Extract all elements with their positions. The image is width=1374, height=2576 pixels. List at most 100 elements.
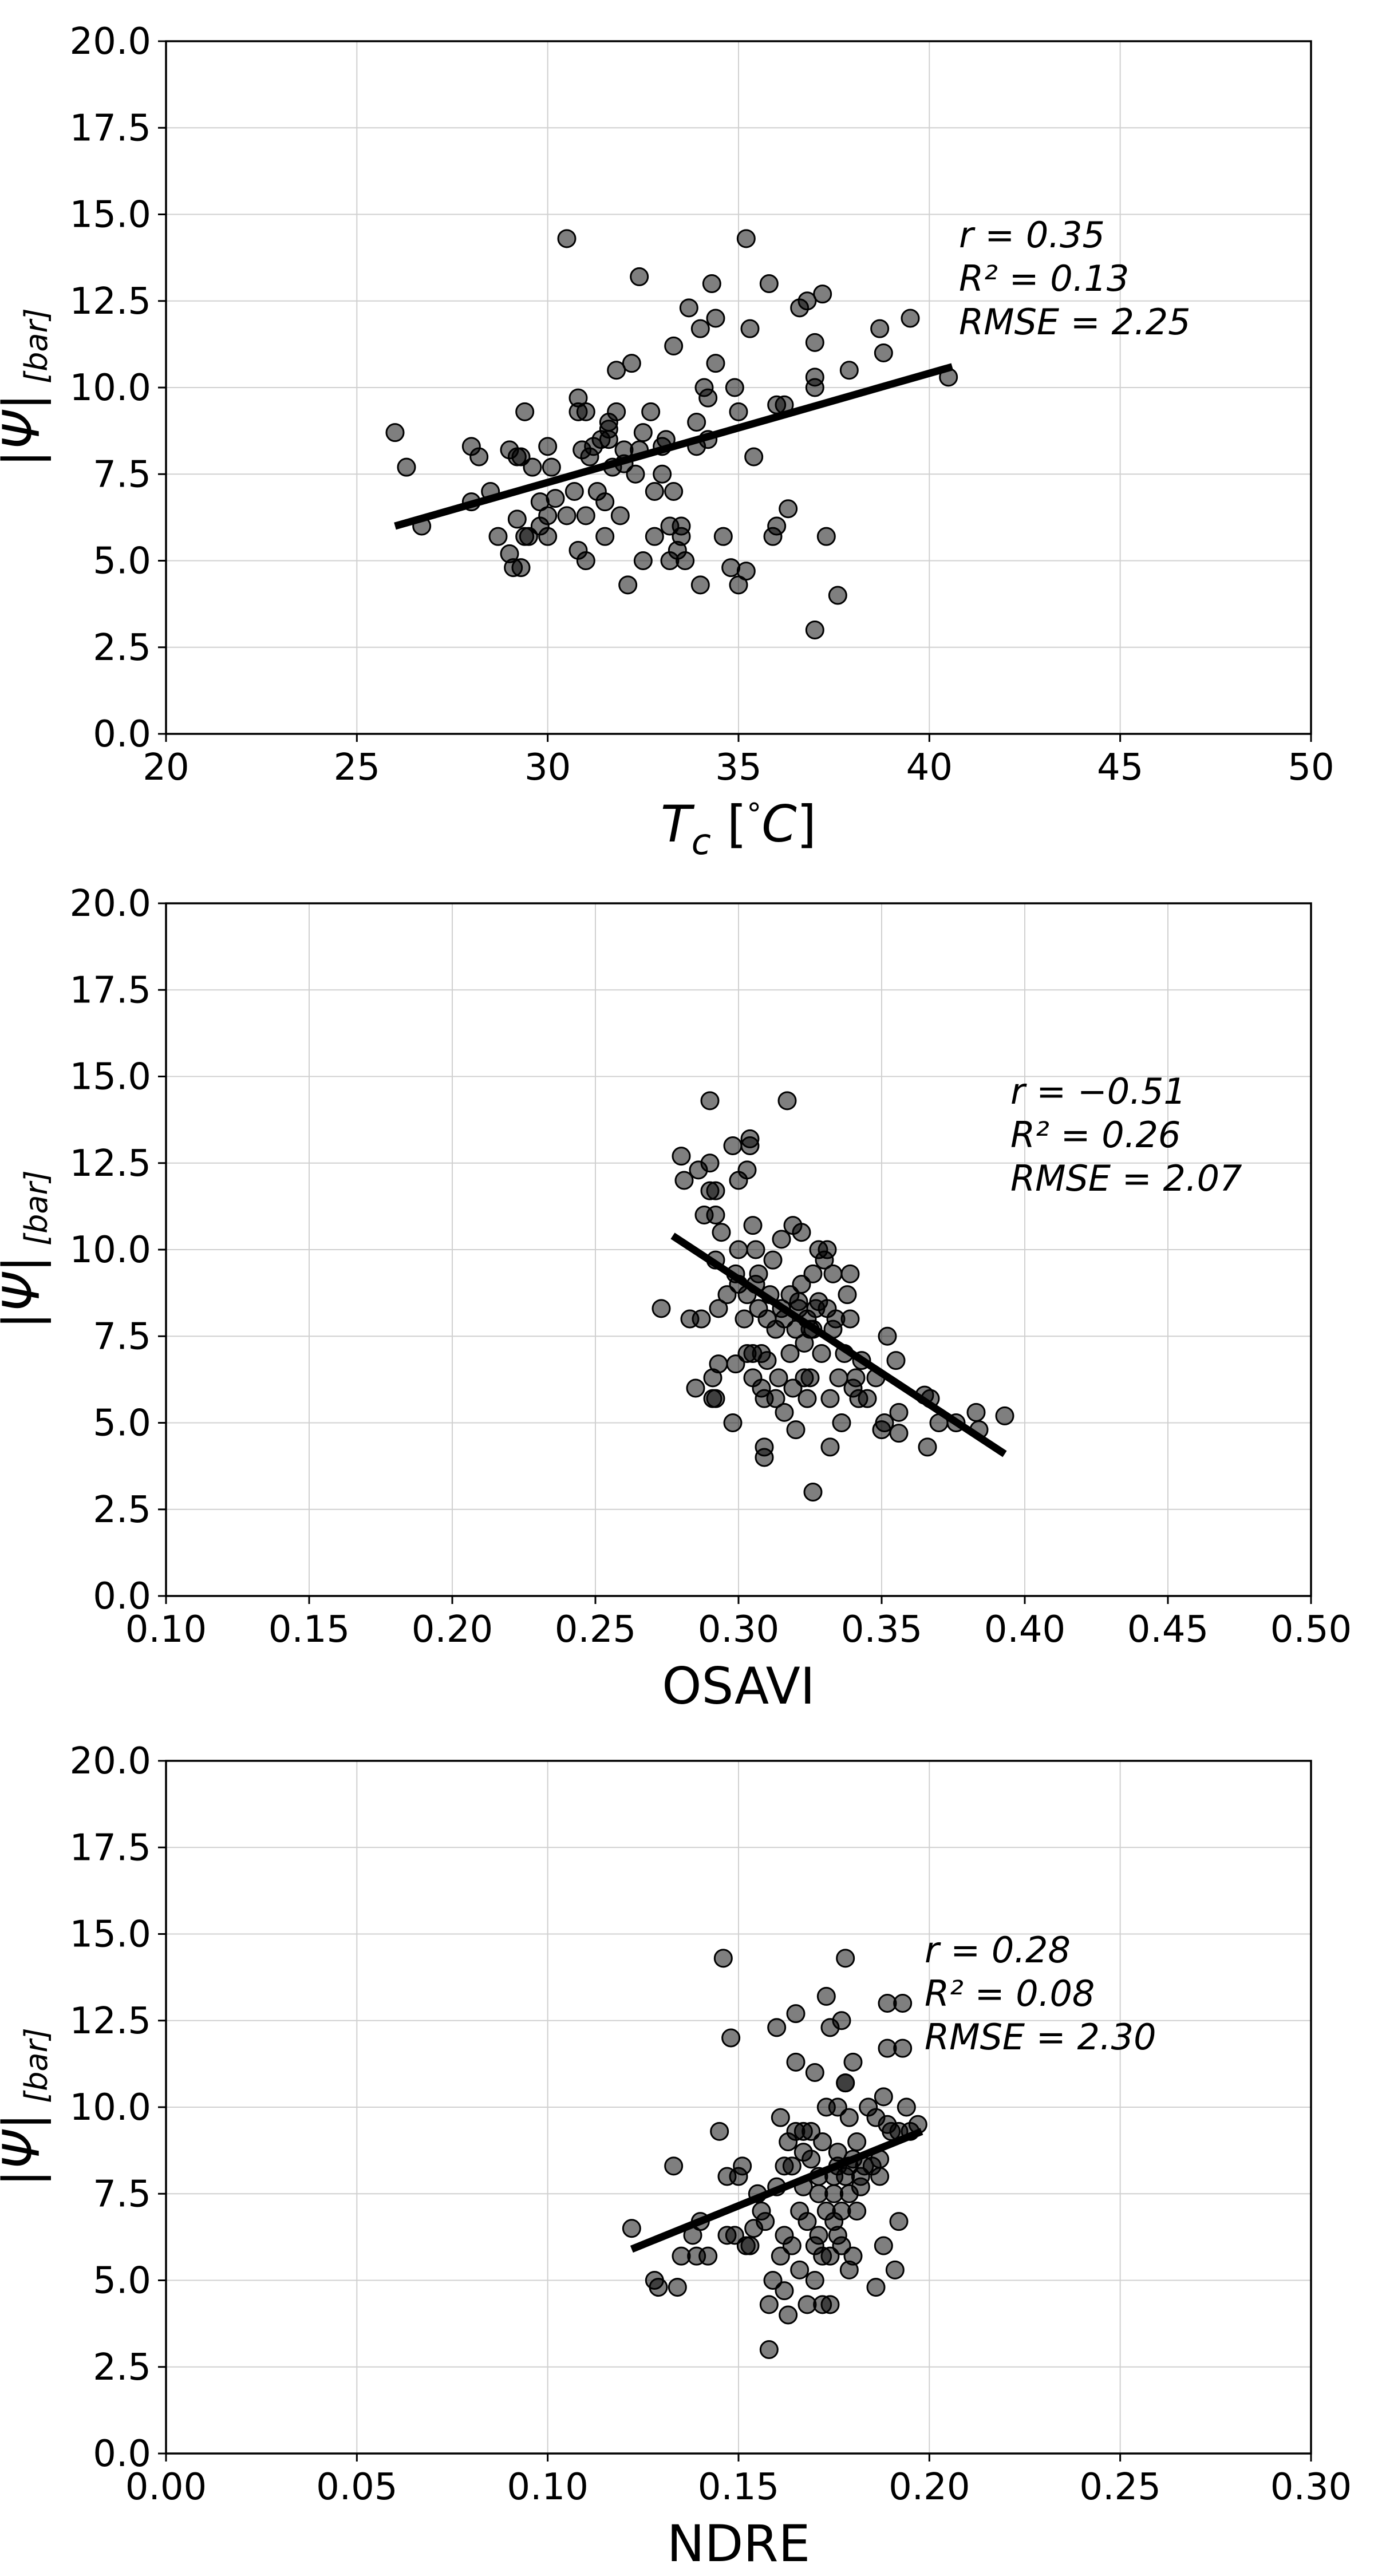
x-axis: 0.10 0.15 0.20 0.25 0.30 0.35 0.40 0.45 0.50 [125,1596,1352,1651]
data-point [832,1413,851,1432]
data-point [790,2260,810,2279]
data-point [507,509,527,529]
y-tick-label: 15.0 [70,1056,152,1099]
stats-line: RMSE = 2.25 [959,301,1191,343]
data-point [674,1171,694,1190]
data-point [866,2278,886,2297]
y-tick-label: 12.5 [70,280,152,323]
data-point [576,402,595,421]
data-point [777,1091,797,1111]
data-point [546,489,565,508]
x-tick-label: 20 [143,746,189,789]
data-point [622,354,641,373]
data-point [733,2156,752,2176]
y-tick-label: 20.0 [70,883,152,925]
y-tick-label: 7.5 [93,453,151,496]
data-point [385,423,405,442]
stats-line: RMSE = 2.30 [925,2016,1156,2058]
data-point [840,1264,860,1283]
data-point [878,1326,897,1346]
y-axis: 0.0 2.5 5.0 7.5 10.0 12.5 15.0 17.5 20.0 [70,21,166,756]
stats-line: r = −0.51 [1010,1070,1186,1112]
data-point [843,2246,863,2266]
y-tick-label: 5.0 [93,2260,151,2302]
data-point [645,527,664,546]
data-point [769,1368,788,1388]
y-tick-label: 0.0 [93,713,151,756]
x-tick-label: 0.40 [984,1609,1066,1651]
data-point [779,499,798,519]
y-axis-label: |Ψ| [bar] [0,308,54,467]
scatter-panel-3: 0.00 0.05 0.10 0.15 0.20 0.25 0.30 0.0 2.5 5.0 7.5… [0,1740,1352,2573]
data-point [918,1437,937,1457]
y-tick-label: 10.0 [70,1229,152,1271]
data-point [838,1285,857,1305]
data-point [816,527,836,546]
y-tick-label: 0.0 [93,1575,151,1618]
data-point [820,2295,840,2314]
data-point [723,1136,743,1155]
data-point [538,527,558,546]
data-point [736,229,756,248]
data-point [756,2212,775,2231]
data-point [668,2278,687,2297]
x-label-degree: ° [747,797,761,832]
x-tick-label: 30 [524,746,571,789]
y-tick-label: 2.5 [93,1489,151,1531]
data-point [542,457,561,477]
data-point [767,516,787,536]
data-point [706,1206,725,1224]
y-tick-label: 5.0 [93,1402,151,1445]
x-tick-label: 0.50 [1270,1609,1352,1651]
x-tick-label: 0.25 [1079,2466,1161,2508]
data-point [679,298,698,318]
data-point [966,1402,986,1422]
y-tick-label: 7.5 [93,1315,151,1358]
data-point [672,1147,691,1166]
y-tick-label: 2.5 [93,627,151,669]
data-point [780,1344,800,1363]
data-point [875,1413,894,1432]
data-point [713,527,733,546]
data-point [889,1402,909,1422]
regression-line [394,363,954,530]
data-point [836,2073,855,2093]
data-point [767,2018,787,2037]
data-point [706,1389,725,1408]
data-point [740,1136,760,1155]
data-point [809,2226,828,2245]
x-label-subscript: c [692,821,711,863]
data-point [690,319,710,338]
data-point [626,464,645,484]
data-point [706,309,725,328]
x-axis: 0.00 0.05 0.10 0.15 0.20 0.25 0.30 [125,2453,1352,2508]
x-tick-label: 25 [334,746,380,789]
data-point [763,1250,783,1270]
x-tick-label: 0.10 [125,1609,207,1651]
data-point [737,1160,757,1180]
data-point [800,1368,820,1388]
data-point [749,1264,768,1283]
data-point [901,309,920,328]
y-axis-label: |Ψ| [bar] [0,1170,54,1329]
data-point [885,2260,905,2279]
data-point [805,333,824,352]
data-point [886,1351,906,1370]
data-point [595,492,615,512]
stats-line: R² = 0.08 [925,1973,1095,2014]
data-point [771,2108,790,2127]
data-point [779,2305,798,2325]
data-point [893,1994,913,2013]
data-point [664,482,684,501]
data-point [633,423,653,442]
scatter-panel-2: 0.10 0.15 0.20 0.25 0.30 0.35 0.40 0.45 0.50 0.0 2… [0,883,1352,1716]
data-point [832,2011,851,2030]
data-point [712,1223,731,1242]
data-point [664,336,684,355]
data-point [729,1240,748,1259]
x-tick-label: 0.10 [507,2466,589,2508]
x-tick-label: 0.05 [316,2466,398,2508]
y-tick-label: 12.5 [70,1143,152,1185]
x-tick-label: 0.25 [555,1609,637,1651]
